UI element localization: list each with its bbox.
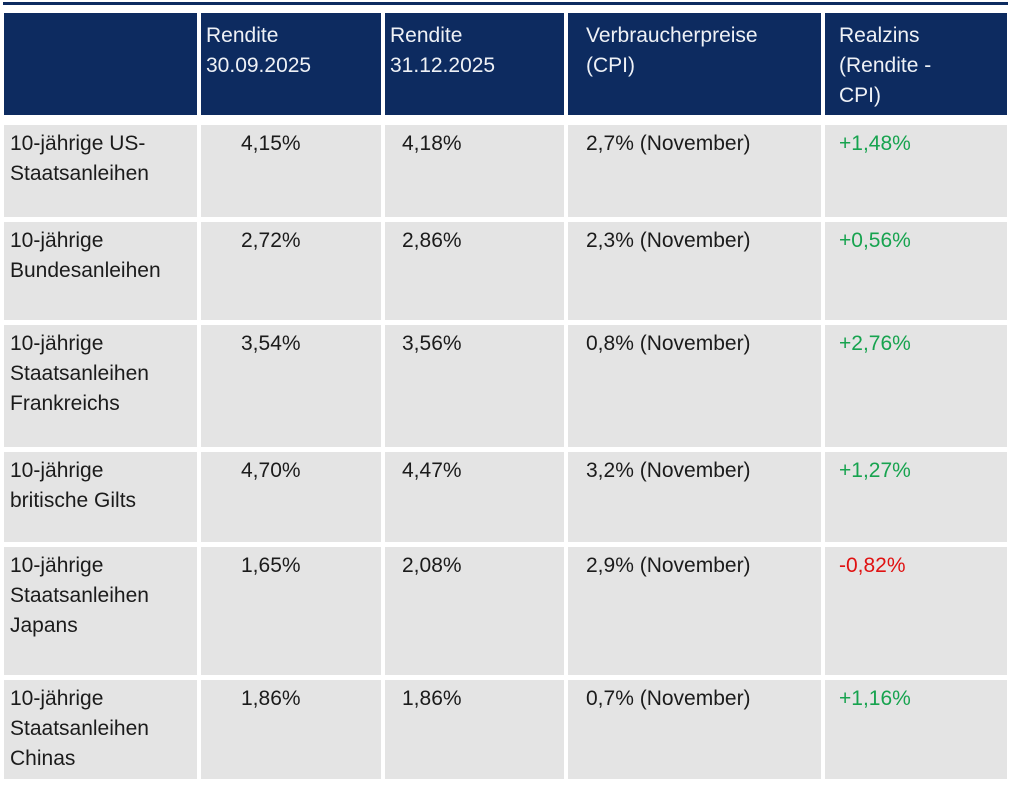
rendite-31-12-value: 3,56% [385,325,564,447]
table-header-row: Rendite 30.09.2025 Rendite 31.12.2025 Ve… [4,13,1007,115]
cpi-value: 2,7% (November) [568,125,821,217]
header-cell-empty [4,13,197,115]
bond-yield-table: Rendite 30.09.2025 Rendite 31.12.2025 Ve… [4,13,1007,779]
realzins-value: +1,48% [825,125,1007,217]
cpi-value: 0,8% (November) [568,325,821,447]
header-cell-realzins: Realzins (Rendite - CPI) [825,13,1007,115]
row-label: 10-jährige Bundesanleihen [4,222,197,320]
row-label: 10-jährige Staatsanleihen Frankreichs [4,325,197,447]
table-row-us-staatsanleihen: 10-jährige US- Staatsanleihen 4,15% 4,18… [4,125,1007,217]
row-label: 10-jährige US- Staatsanleihen [4,125,197,217]
realzins-value: +1,16% [825,680,1007,779]
cpi-value: 0,7% (November) [568,680,821,779]
header-cell-rendite-31-12-2025: Rendite 31.12.2025 [385,13,564,115]
table-row-britische-gilts: 10-jährige britische Gilts 4,70% 4,47% 3… [4,452,1007,542]
rendite-31-12-value: 2,86% [385,222,564,320]
rendite-31-12-value: 4,47% [385,452,564,542]
rendite-31-12-value: 4,18% [385,125,564,217]
realzins-value: -0,82% [825,547,1007,675]
rendite-31-12-value: 1,86% [385,680,564,779]
row-label: 10-jährige Staatsanleihen Chinas [4,680,197,779]
row-label: 10-jährige Staatsanleihen Japans [4,547,197,675]
realzins-value: +1,27% [825,452,1007,542]
rendite-30-09-value: 1,86% [201,680,381,779]
cpi-value: 2,3% (November) [568,222,821,320]
row-label: 10-jährige britische Gilts [4,452,197,542]
rendite-30-09-value: 1,65% [201,547,381,675]
header-cell-verbraucherpreise-cpi: Verbraucherpreise (CPI) [568,13,821,115]
rendite-30-09-value: 3,54% [201,325,381,447]
table-row-staatsanleihen-japans: 10-jährige Staatsanleihen Japans 1,65% 2… [4,547,1007,675]
table-top-border [3,2,1008,5]
table-row-staatsanleihen-frankreichs: 10-jährige Staatsanleihen Frankreichs 3,… [4,325,1007,447]
realzins-value: +0,56% [825,222,1007,320]
cpi-value: 3,2% (November) [568,452,821,542]
realzins-value: +2,76% [825,325,1007,447]
rendite-30-09-value: 4,70% [201,452,381,542]
table-row-staatsanleihen-chinas: 10-jährige Staatsanleihen Chinas 1,86% 1… [4,680,1007,779]
rendite-30-09-value: 4,15% [201,125,381,217]
cpi-value: 2,9% (November) [568,547,821,675]
rendite-30-09-value: 2,72% [201,222,381,320]
table-row-bundesanleihen: 10-jährige Bundesanleihen 2,72% 2,86% 2,… [4,222,1007,320]
header-cell-rendite-30-09-2025: Rendite 30.09.2025 [201,13,381,115]
rendite-31-12-value: 2,08% [385,547,564,675]
